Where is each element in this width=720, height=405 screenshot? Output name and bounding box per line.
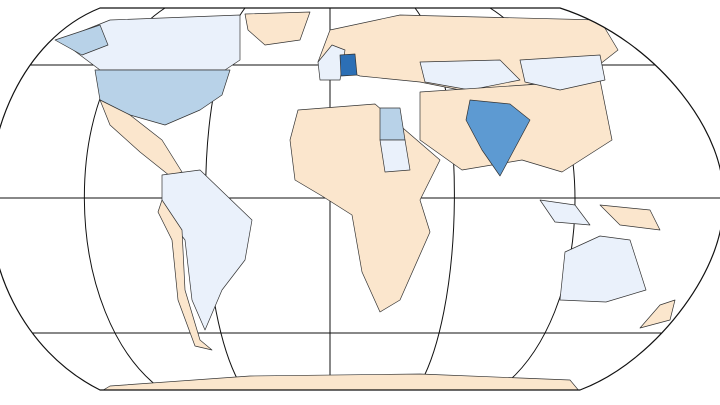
country (639, 299, 676, 329)
country (157, 199, 213, 351)
country (559, 235, 647, 303)
country (379, 139, 411, 173)
country (54, 24, 109, 56)
countries (54, 11, 676, 390)
country (599, 204, 661, 231)
country (419, 59, 521, 91)
country (339, 53, 358, 77)
country (465, 99, 531, 177)
map-frame (0, 7, 720, 391)
country (99, 373, 581, 390)
country (519, 54, 606, 91)
country (539, 199, 591, 226)
country (244, 11, 311, 46)
country (59, 14, 241, 71)
